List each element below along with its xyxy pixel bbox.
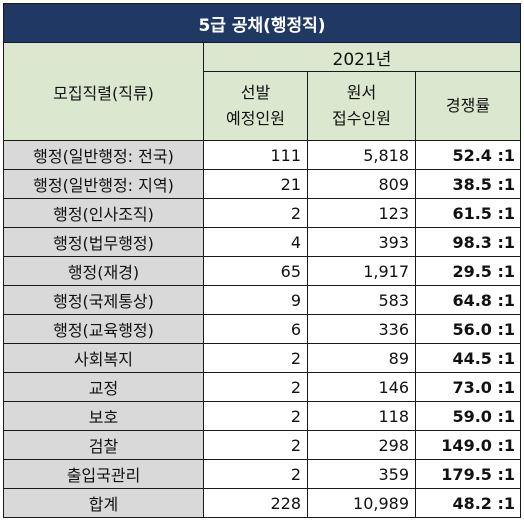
total-ratio: 48.2 :1 — [414, 488, 522, 518]
row-category: 행정(국제통상) — [3, 285, 204, 315]
row-ratio: 98.3 :1 — [414, 227, 522, 257]
row-category: 사회복지 — [3, 343, 204, 373]
row-ratio: 38.5 :1 — [414, 169, 522, 199]
row-planned: 21 — [203, 169, 308, 199]
row-ratio: 61.5 :1 — [414, 198, 522, 228]
row-applied: 298 — [307, 430, 416, 460]
row-category: 교정 — [3, 372, 204, 402]
row-ratio: 73.0 :1 — [414, 372, 522, 402]
row-ratio: 149.0 :1 — [414, 430, 522, 460]
row-category: 행정(일반행정: 전국) — [3, 140, 204, 170]
row-category: 행정(교육행정) — [3, 314, 204, 344]
row-planned: 2 — [203, 198, 308, 228]
table-row: 사회복지 2 89 44.5 :1 — [3, 343, 522, 373]
header-category: 모집직렬(직류) — [3, 42, 204, 141]
table-row: 행정(재경) 65 1,917 29.5 :1 — [3, 256, 522, 286]
row-planned: 2 — [203, 430, 308, 460]
row-planned: 65 — [203, 256, 308, 286]
row-ratio: 64.8 :1 — [414, 285, 522, 315]
header-planned-line1: 선발 — [240, 83, 271, 102]
row-category: 행정(인사조직) — [3, 198, 204, 228]
total-row: 합계 228 10,989 48.2 :1 — [3, 488, 522, 518]
row-applied: 393 — [307, 227, 416, 257]
total-planned: 228 — [203, 488, 308, 518]
row-planned: 2 — [203, 459, 308, 489]
title-row: 5급 공채(행정직) — [2, 3, 522, 43]
table-row: 행정(교육행정) 6 336 56.0 :1 — [3, 314, 522, 344]
row-applied: 1,917 — [307, 256, 416, 286]
row-ratio: 56.0 :1 — [414, 314, 522, 344]
row-planned: 9 — [203, 285, 308, 315]
table-row: 교정 2 146 73.0 :1 — [3, 372, 522, 402]
row-applied: 809 — [307, 169, 416, 199]
row-planned: 4 — [203, 227, 308, 257]
table-title: 5급 공채(행정직) — [2, 3, 522, 43]
row-applied: 118 — [307, 401, 416, 431]
row-category: 행정(법무행정) — [3, 227, 204, 257]
row-category: 검찰 — [3, 430, 204, 460]
row-applied: 89 — [307, 343, 416, 373]
row-applied: 359 — [307, 459, 416, 489]
row-ratio: 59.0 :1 — [414, 401, 522, 431]
total-applied: 10,989 — [307, 488, 416, 518]
table-row: 행정(국제통상) 9 583 64.8 :1 — [3, 285, 522, 315]
row-ratio: 52.4 :1 — [414, 140, 522, 170]
row-category: 출입국관리 — [3, 459, 204, 489]
header-row-year: 모집직렬(직류) 2021년 — [3, 42, 522, 141]
row-planned: 2 — [203, 343, 308, 373]
row-applied: 583 — [307, 285, 416, 315]
row-category: 행정(재경) — [3, 256, 204, 286]
row-planned: 6 — [203, 314, 308, 344]
row-planned: 111 — [203, 140, 308, 170]
row-ratio: 179.5 :1 — [414, 459, 522, 489]
row-ratio: 44.5 :1 — [414, 343, 522, 373]
header-ratio: 경쟁률 — [414, 71, 522, 141]
row-applied: 123 — [307, 198, 416, 228]
table-row: 행정(인사조직) 2 123 61.5 :1 — [3, 198, 522, 228]
row-planned: 2 — [203, 372, 308, 402]
header-applied-line1: 원서 — [346, 83, 377, 102]
table-row: 행정(법무행정) 4 393 98.3 :1 — [3, 227, 522, 257]
row-category: 행정(일반행정: 지역) — [3, 169, 204, 199]
table-row: 출입국관리 2 359 179.5 :1 — [3, 459, 522, 489]
table-row: 보호 2 118 59.0 :1 — [3, 401, 522, 431]
table-row: 행정(일반행정: 지역) 21 809 38.5 :1 — [3, 169, 522, 199]
total-category: 합계 — [3, 488, 204, 518]
header-planned-line2: 예정인원 — [226, 109, 285, 128]
row-ratio: 29.5 :1 — [414, 256, 522, 286]
header-year: 2021년 — [202, 42, 522, 72]
row-category: 보호 — [3, 401, 204, 431]
header-applied-line2: 접수인원 — [332, 109, 391, 128]
table-row: 검찰 2 298 149.0 :1 — [3, 430, 522, 460]
table-row: 행정(일반행정: 전국) 111 5,818 52.4 :1 — [3, 140, 522, 170]
row-applied: 146 — [307, 372, 416, 402]
row-planned: 2 — [203, 401, 308, 431]
row-applied: 336 — [307, 314, 416, 344]
row-applied: 5,818 — [307, 140, 416, 170]
